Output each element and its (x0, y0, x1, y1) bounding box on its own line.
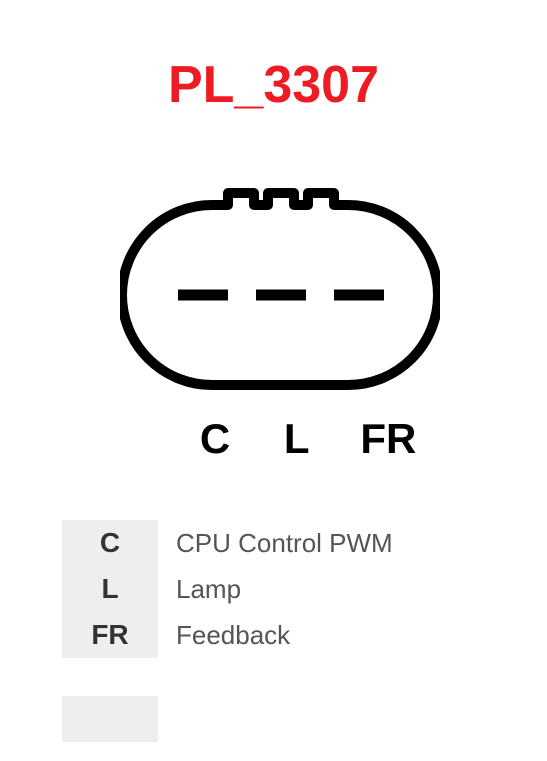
pin-label-l: L (262, 415, 332, 463)
table-row: C CPU Control PWM (62, 520, 487, 566)
pin-label-fr: FR (343, 415, 433, 463)
part-number-title: PL_3307 (0, 55, 547, 115)
table-key: FR (62, 612, 158, 658)
connector-diagram (120, 185, 440, 405)
table-row: L Lamp (62, 566, 487, 612)
table-val: CPU Control PWM (158, 520, 487, 566)
table-empty-row (62, 696, 487, 742)
pin-label-c: C (180, 415, 250, 463)
table-val: Lamp (158, 566, 487, 612)
table-key: C (62, 520, 158, 566)
table-empty-val (158, 696, 487, 742)
table-val: Feedback (158, 612, 487, 658)
table-row: FR Feedback (62, 612, 487, 658)
pin-definition-table: C CPU Control PWM L Lamp FR Feedback (62, 520, 487, 742)
table-empty-key (62, 696, 158, 742)
pin-labels-row: C L FR (180, 415, 460, 463)
table-key: L (62, 566, 158, 612)
table-spacer (62, 658, 487, 696)
